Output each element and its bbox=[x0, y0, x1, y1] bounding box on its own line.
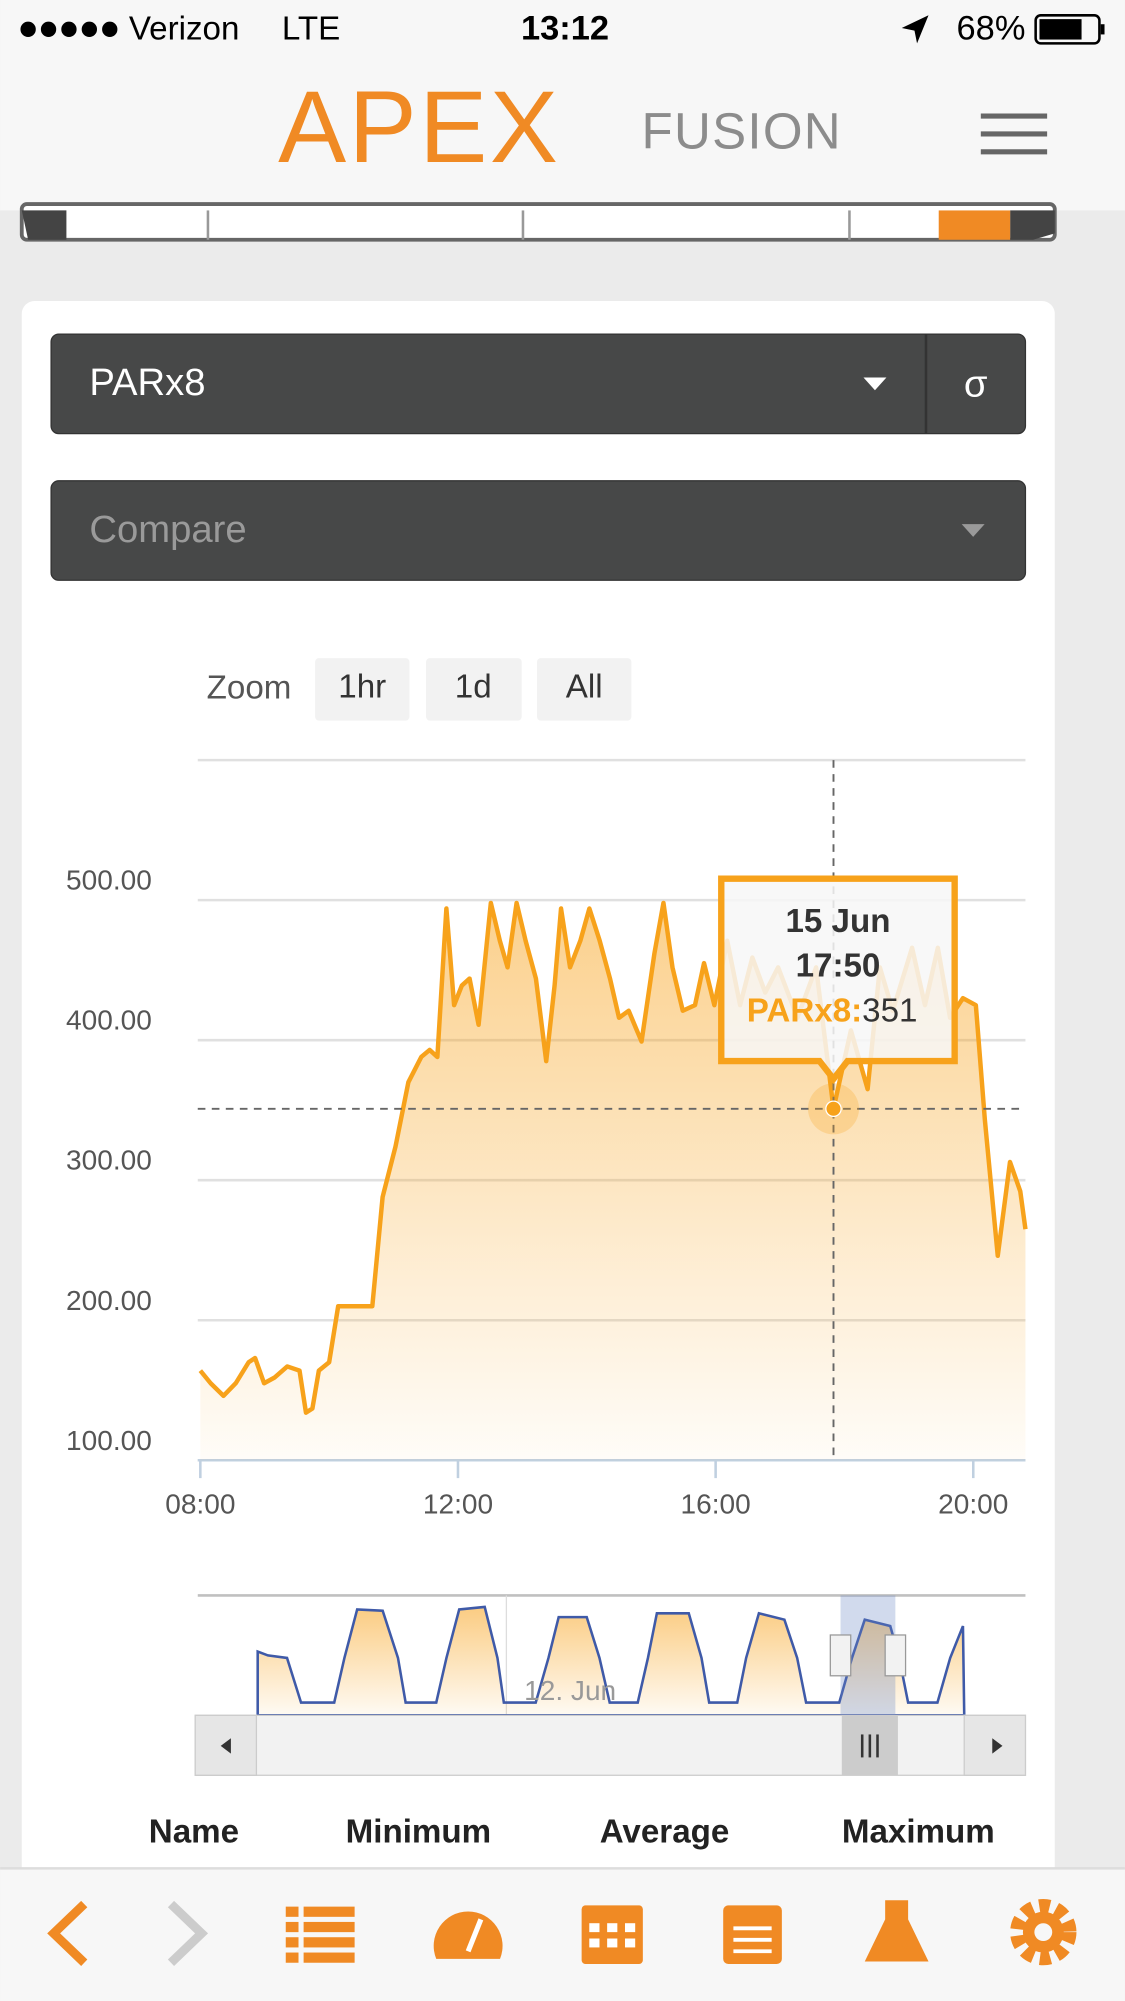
battery-icon bbox=[1034, 14, 1101, 45]
compare-placeholder: Compare bbox=[89, 508, 246, 551]
probe-name: PARx8 bbox=[89, 361, 205, 404]
scrollbar[interactable] bbox=[194, 1714, 1027, 1776]
y-tick-label: 300.00 bbox=[66, 1145, 152, 1176]
zoom-button[interactable] bbox=[315, 658, 410, 721]
tab-dividers bbox=[206, 210, 851, 240]
zoom-text: All bbox=[566, 668, 603, 705]
battery-tip bbox=[1100, 24, 1105, 35]
hover-point bbox=[825, 1100, 842, 1118]
tooltip-date: 15 Jun bbox=[785, 903, 890, 940]
header-bg bbox=[0, 0, 1125, 211]
scroll-left-arrow bbox=[220, 1738, 231, 1754]
nav-calendar[interactable] bbox=[581, 1905, 643, 1965]
nav-dashboard[interactable] bbox=[433, 1911, 503, 1959]
zoom-button[interactable] bbox=[426, 658, 522, 721]
tooltip-series: PARx8: bbox=[747, 992, 862, 1029]
logo-fusion: FUSION bbox=[642, 103, 842, 160]
plot: 100.00 200.00 300.00 400.00 500.00 08:00 12:00… bbox=[66, 758, 1028, 1520]
y-tick-label: 400.00 bbox=[66, 1005, 152, 1036]
x-tick-label: 16:00 bbox=[681, 1489, 751, 1520]
x-tick-label: 20:00 bbox=[938, 1489, 1008, 1520]
column-header[interactable]: Maximum bbox=[842, 1814, 995, 1851]
zoom-text: 1d bbox=[455, 668, 492, 705]
zoom-text: 1hr bbox=[338, 668, 386, 705]
tooltip-value: 351 bbox=[862, 992, 917, 1029]
nav-back[interactable] bbox=[47, 1900, 88, 1966]
tab-active[interactable] bbox=[938, 210, 1011, 240]
dropdown-arrow bbox=[863, 377, 887, 391]
navigator-handle[interactable] bbox=[884, 1634, 907, 1677]
scroll-left[interactable] bbox=[194, 1714, 258, 1776]
x-tick-label: 12:00 bbox=[423, 1489, 493, 1520]
clock: 13:12 bbox=[521, 10, 609, 48]
location-icon bbox=[901, 15, 929, 44]
stat-button[interactable]: σ bbox=[964, 363, 988, 406]
network: LTE bbox=[282, 10, 340, 47]
battery-text: 68% bbox=[957, 10, 1026, 48]
nav-lab[interactable] bbox=[864, 1900, 929, 1962]
tooltip-label: PARx8:351 bbox=[747, 992, 918, 1029]
column-header[interactable]: Name bbox=[149, 1814, 239, 1851]
scroll-right-arrow bbox=[992, 1738, 1003, 1754]
compare-select[interactable] bbox=[50, 480, 1027, 581]
navigator-handle[interactable] bbox=[829, 1634, 852, 1677]
signal-dots bbox=[20, 21, 118, 37]
y-tick-label: 100.00 bbox=[66, 1425, 152, 1456]
zoom-button[interactable] bbox=[536, 658, 632, 721]
tab-right[interactable] bbox=[1010, 210, 1055, 240]
zoom-label: Zoom bbox=[207, 670, 292, 707]
scroll-grip bbox=[860, 1734, 879, 1758]
carrier: Verizon bbox=[129, 10, 240, 47]
battery-level bbox=[1039, 19, 1082, 40]
nav-forward[interactable] bbox=[167, 1900, 209, 1966]
bottom-nav bbox=[0, 1868, 1125, 2001]
x-tick-label: 08:00 bbox=[165, 1489, 235, 1520]
column-header[interactable]: Minimum bbox=[346, 1814, 491, 1851]
probe-select[interactable] bbox=[50, 333, 1027, 435]
tab-left[interactable] bbox=[21, 210, 67, 240]
y-tick-label: 200.00 bbox=[66, 1285, 152, 1316]
menu-button[interactable] bbox=[980, 113, 1048, 155]
y-tick-label: 500.00 bbox=[66, 865, 152, 896]
nav-notes[interactable] bbox=[723, 1905, 782, 1965]
nav-list[interactable] bbox=[285, 1906, 355, 1963]
tab-strip bbox=[19, 202, 1057, 242]
navigator-label: 12. Jun bbox=[524, 1675, 616, 1706]
nav-settings[interactable] bbox=[1010, 1898, 1077, 1966]
compare-arrow bbox=[961, 524, 985, 537]
tooltip-box bbox=[718, 875, 958, 1085]
tooltip-time: 17:50 bbox=[796, 948, 881, 985]
logo-apex: APEX bbox=[278, 70, 560, 184]
column-header[interactable]: Average bbox=[600, 1814, 730, 1851]
